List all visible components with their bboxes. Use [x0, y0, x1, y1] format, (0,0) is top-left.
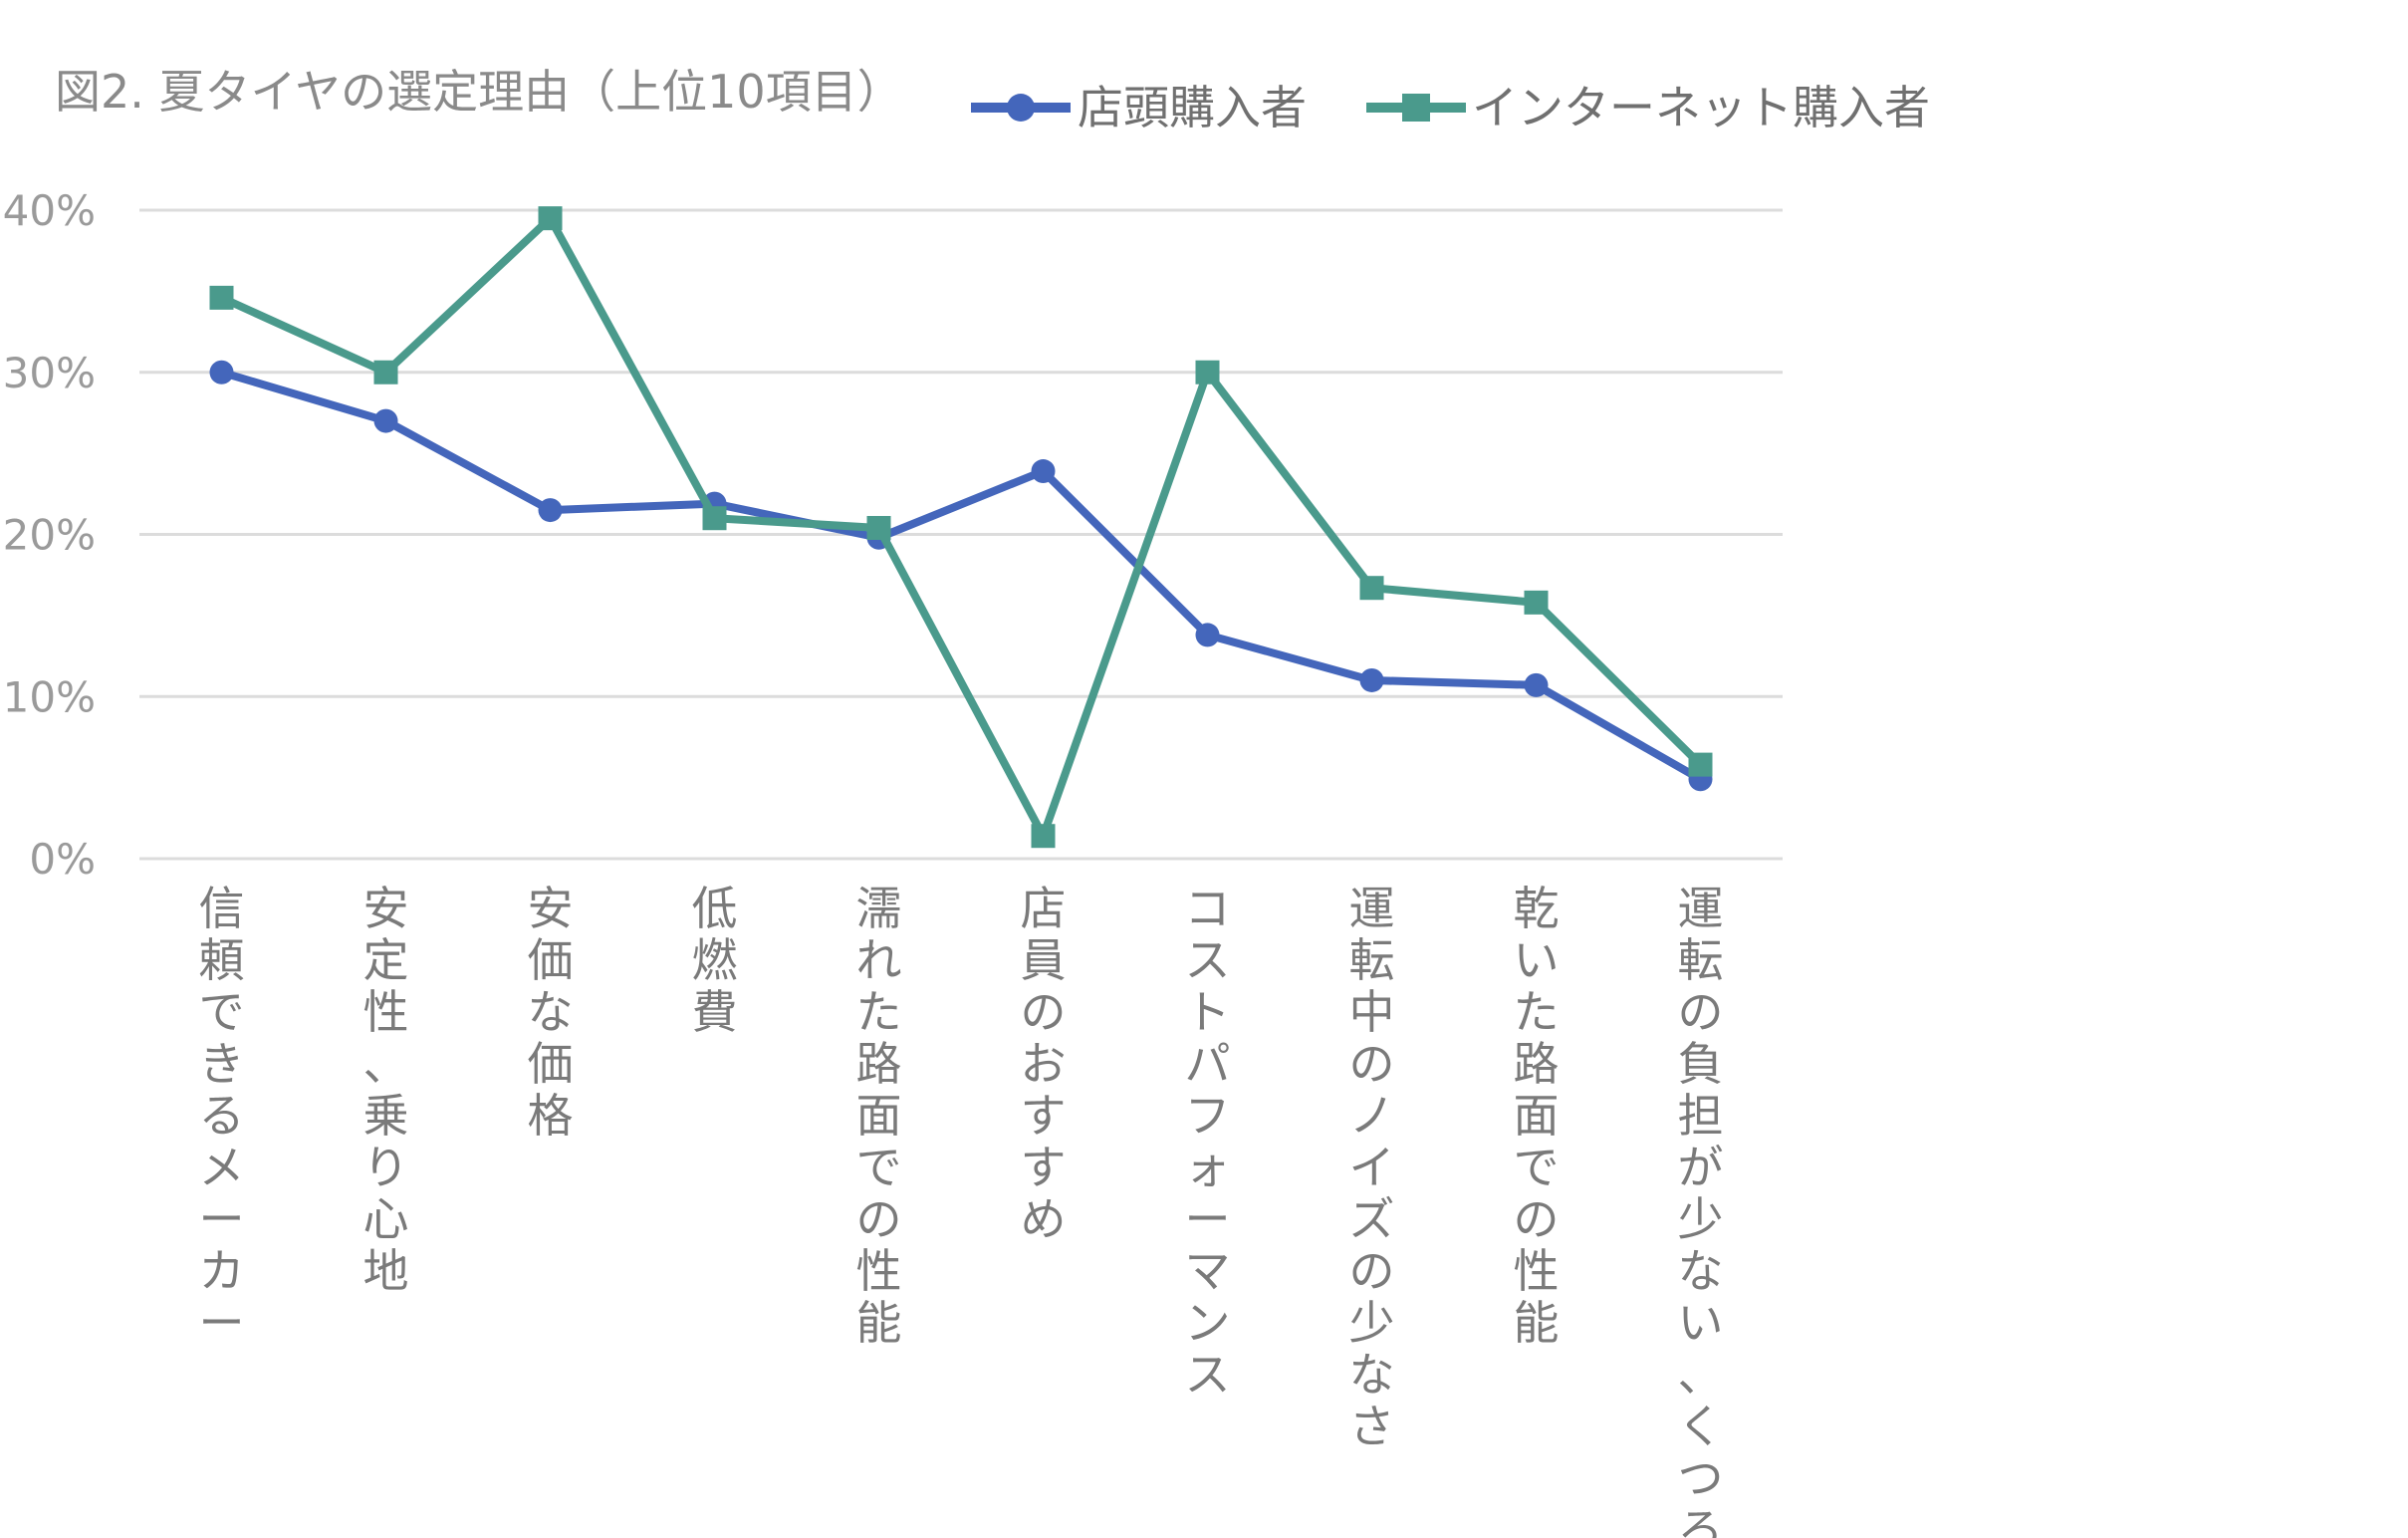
data-point: [209, 285, 234, 310]
data-point: [1031, 824, 1056, 849]
series-line-0: [220, 368, 1703, 783]
data-point: [866, 515, 891, 540]
x-category-label: 運転中のノイズの少なさ: [1349, 882, 1395, 1453]
y-tick-label: 30%: [3, 349, 96, 397]
y-axis-ticks: 0% 10% 20% 30% 40%: [3, 186, 96, 884]
data-point: [209, 360, 234, 384]
x-category-label: 安定性、乗り心地: [363, 882, 409, 1298]
y-tick-label: 20%: [3, 511, 96, 560]
series-lines: [209, 206, 1713, 849]
x-category-label: 低燃費: [692, 882, 738, 1039]
data-point: [1524, 590, 1549, 615]
data-point: [1359, 576, 1384, 601]
gridlines: [139, 208, 1783, 861]
y-tick-label: 0%: [29, 835, 96, 884]
data-point: [538, 498, 563, 523]
data-point: [1031, 459, 1056, 484]
legend-marker-series-0: [1007, 94, 1035, 122]
x-category-label: 濡れた路面での性能: [856, 882, 902, 1350]
y-tick-label: 40%: [3, 186, 96, 235]
data-point: [702, 506, 727, 531]
legend-label-series-0: 店頭購入者: [1078, 81, 1307, 134]
x-axis-categories: 信頼できるメーカー 安定性、乗り心地 安価な価格 低燃費 濡れた路面での性能 店員のおすす…: [199, 882, 1724, 1538]
y-tick-label: 10%: [3, 672, 96, 721]
data-point: [373, 408, 398, 433]
chart-title: 図2. 夏タイヤの選定理由（上位10項目）: [55, 65, 903, 119]
legend-label-series-1: インターネット購入者: [1472, 81, 1930, 134]
data-point: [1688, 752, 1713, 777]
x-category-label: 信頼できるメーカー: [199, 882, 245, 1350]
x-category-label: 運転の負担が少ない、くつろぎ: [1678, 882, 1724, 1538]
data-point: [1195, 623, 1220, 647]
legend: 店頭購入者 インターネット購入者: [971, 81, 1930, 134]
x-category-label: コストパフォーマンス: [1185, 882, 1231, 1402]
data-point: [1359, 667, 1384, 692]
data-point: [1195, 360, 1220, 384]
data-point: [538, 206, 563, 231]
legend-item-series-1: インターネット購入者: [1366, 81, 1930, 134]
series-line-1: [219, 214, 1704, 841]
data-point: [373, 360, 398, 384]
data-point: [1524, 672, 1549, 697]
x-category-label: 店員のおすすめ: [1021, 882, 1067, 1246]
x-category-label: 乾いた路面での性能: [1514, 882, 1560, 1350]
legend-marker-series-1: [1402, 94, 1430, 122]
x-category-label: 安価な価格: [528, 882, 574, 1143]
legend-item-series-0: 店頭購入者: [971, 81, 1307, 134]
